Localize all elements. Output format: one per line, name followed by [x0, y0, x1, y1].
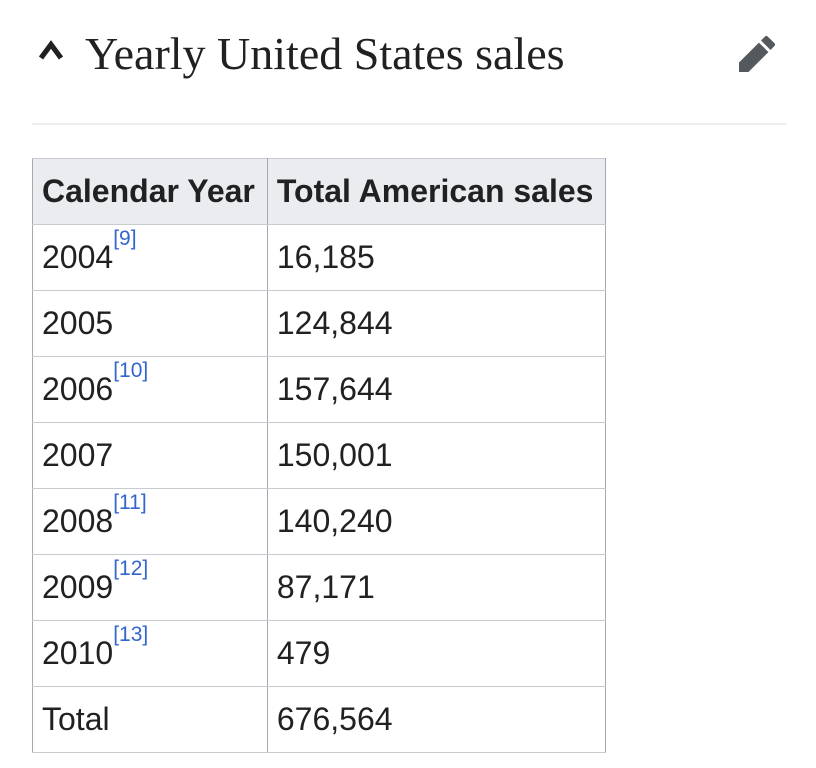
- sales-cell: 140,240: [266, 488, 607, 555]
- sales-cell: 676,564: [266, 686, 607, 753]
- table-row: 2010[13] 479: [32, 620, 607, 687]
- year-label: Total: [42, 701, 110, 737]
- reference-link[interactable]: [12]: [113, 557, 149, 581]
- sales-cell: 479: [266, 620, 607, 687]
- year-label: 2006: [42, 371, 114, 407]
- yearly-sales-table: Calendar Year Total American sales 2004[…: [32, 158, 607, 753]
- collapse-section-button[interactable]: [38, 40, 64, 62]
- year-cell: 2007: [32, 422, 268, 489]
- table-body: 2004[9] 16,185 2005 124,844 2006[10] 157,644 2…: [32, 224, 607, 753]
- reference-link[interactable]: [10]: [113, 359, 149, 383]
- sales-cell: 87,171: [266, 554, 607, 621]
- table-row: 2004[9] 16,185: [32, 224, 607, 291]
- sales-cell: 124,844: [266, 290, 607, 357]
- table-row: 2005 124,844: [32, 290, 607, 357]
- pencil-icon: [739, 35, 776, 72]
- table-row: Total 676,564: [32, 686, 607, 753]
- section-title: Yearly United States sales: [85, 28, 565, 79]
- reference-link[interactable]: [11]: [113, 491, 147, 515]
- year-label: 2007: [42, 437, 114, 473]
- column-header-calendar-year: Calendar Year: [32, 158, 268, 225]
- year-cell: 2010[13]: [32, 620, 268, 687]
- sales-cell: 16,185: [266, 224, 607, 291]
- chevron-up-icon: [38, 40, 64, 60]
- year-label: 2010: [42, 635, 114, 671]
- table-head: Calendar Year Total American sales: [32, 158, 607, 225]
- year-label: 2008: [42, 503, 114, 539]
- table-row: 2008[11] 140,240: [32, 488, 607, 555]
- table-row: 2006[10] 157,644: [32, 356, 607, 423]
- year-label: 2009: [42, 569, 114, 605]
- reference-link[interactable]: [13]: [113, 623, 149, 647]
- section-header: Yearly United States sales: [0, 0, 816, 84]
- table-row: 2009[12] 87,171: [32, 554, 607, 621]
- year-cell: Total: [32, 686, 268, 753]
- year-label: 2005: [42, 305, 114, 341]
- sales-cell: 157,644: [266, 356, 607, 423]
- year-cell: 2008[11]: [32, 488, 268, 555]
- year-label: 2004: [42, 239, 114, 275]
- header-row: Calendar Year Total American sales: [32, 158, 607, 225]
- edit-section-button[interactable]: [737, 34, 777, 74]
- year-cell: 2005: [32, 290, 268, 357]
- year-cell: 2006[10]: [32, 356, 268, 423]
- section-divider: [32, 123, 786, 125]
- reference-link[interactable]: [9]: [113, 227, 137, 251]
- sales-cell: 150,001: [266, 422, 607, 489]
- year-cell: 2009[12]: [32, 554, 268, 621]
- column-header-total-sales: Total American sales: [266, 158, 607, 225]
- table-row: 2007 150,001: [32, 422, 607, 489]
- year-cell: 2004[9]: [32, 224, 268, 291]
